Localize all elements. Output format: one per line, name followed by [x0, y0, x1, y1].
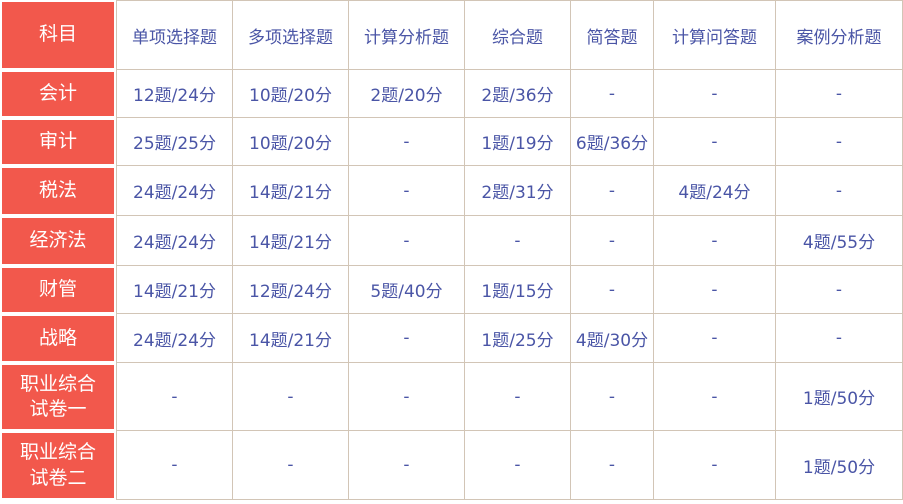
- data-cell: 1题/50分: [776, 363, 903, 431]
- corner-header-cell: 科目: [2, 2, 114, 68]
- data-cell: 5题/40分: [349, 266, 465, 314]
- subject-cell: 审计: [2, 120, 114, 164]
- column-header-cell: 综合题: [465, 0, 571, 70]
- data-cell: -: [349, 118, 465, 166]
- data-cell: 24题/24分: [116, 166, 233, 216]
- data-cell: 12题/24分: [233, 266, 349, 314]
- data-cell: -: [654, 314, 776, 363]
- data-cell: -: [654, 70, 776, 118]
- data-cell: -: [571, 266, 654, 314]
- data-cell: -: [654, 431, 776, 500]
- data-cell: -: [776, 118, 903, 166]
- data-cell: -: [776, 166, 903, 216]
- data-cell: 4题/55分: [776, 216, 903, 266]
- data-cell: -: [349, 431, 465, 500]
- column-header-cell: 多项选择题: [233, 0, 349, 70]
- data-cell: 14题/21分: [116, 266, 233, 314]
- data-cell: -: [571, 70, 654, 118]
- subject-cell: 经济法: [2, 218, 114, 264]
- data-cell: 24题/24分: [116, 216, 233, 266]
- data-cell: -: [776, 314, 903, 363]
- subject-cell: 战略: [2, 316, 114, 361]
- column-header-cell: 案例分析题: [776, 0, 903, 70]
- column-header-cell: 单项选择题: [116, 0, 233, 70]
- data-cell: -: [465, 363, 571, 431]
- data-cell: -: [571, 166, 654, 216]
- data-cell: 25题/25分: [116, 118, 233, 166]
- data-cell: -: [571, 431, 654, 500]
- data-cell: 2题/36分: [465, 70, 571, 118]
- data-cell: -: [776, 266, 903, 314]
- data-cell: 6题/36分: [571, 118, 654, 166]
- data-cell: -: [349, 363, 465, 431]
- data-cell: 14题/21分: [233, 314, 349, 363]
- data-cell: 1题/50分: [776, 431, 903, 500]
- data-cell: -: [465, 431, 571, 500]
- data-cell: -: [349, 166, 465, 216]
- subject-cell: 会计: [2, 72, 114, 116]
- data-cell: -: [571, 363, 654, 431]
- data-cell: 4题/30分: [571, 314, 654, 363]
- data-cell: 24题/24分: [116, 314, 233, 363]
- data-cell: 2题/20分: [349, 70, 465, 118]
- data-cell: 1题/19分: [465, 118, 571, 166]
- data-cell: 1题/25分: [465, 314, 571, 363]
- data-cell: -: [571, 216, 654, 266]
- data-cell: -: [654, 363, 776, 431]
- data-cell: -: [465, 216, 571, 266]
- data-cell: 10题/20分: [233, 70, 349, 118]
- data-cell: 14题/21分: [233, 216, 349, 266]
- subject-cell: 职业综合试卷二: [2, 433, 114, 498]
- data-cell: 1题/15分: [465, 266, 571, 314]
- data-cell: -: [116, 431, 233, 500]
- data-cell: -: [776, 70, 903, 118]
- data-cell: 4题/24分: [654, 166, 776, 216]
- data-cell: -: [116, 363, 233, 431]
- data-cell: -: [349, 314, 465, 363]
- data-cell: 10题/20分: [233, 118, 349, 166]
- data-cell: 12题/24分: [116, 70, 233, 118]
- data-cell: 2题/31分: [465, 166, 571, 216]
- subject-cell: 税法: [2, 168, 114, 214]
- data-cell: -: [349, 216, 465, 266]
- subject-cell: 职业综合试卷一: [2, 365, 114, 429]
- data-cell: -: [654, 266, 776, 314]
- data-cell: -: [654, 216, 776, 266]
- subject-cell: 财管: [2, 268, 114, 312]
- column-header-cell: 简答题: [571, 0, 654, 70]
- data-cell: -: [233, 363, 349, 431]
- column-header-cell: 计算分析题: [349, 0, 465, 70]
- data-cell: -: [654, 118, 776, 166]
- column-header-cell: 计算问答题: [654, 0, 776, 70]
- data-cell: 14题/21分: [233, 166, 349, 216]
- data-cell: -: [233, 431, 349, 500]
